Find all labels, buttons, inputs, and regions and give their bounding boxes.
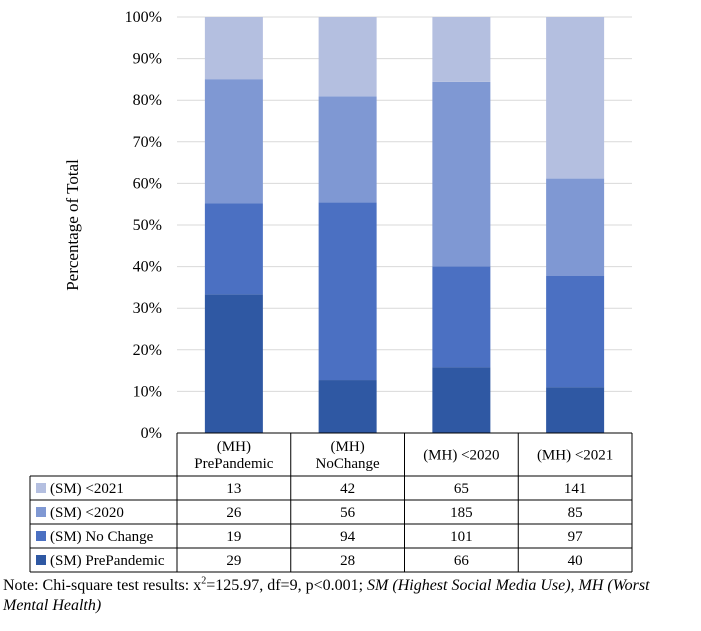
- table-value: 97: [568, 529, 584, 545]
- category-label: (MH): [331, 439, 365, 455]
- bar-segment: [432, 367, 491, 433]
- table-value: 185: [450, 505, 473, 521]
- y-tick-label: 40%: [133, 259, 162, 276]
- table-value: 19: [226, 529, 241, 545]
- y-tick-label: 0%: [141, 425, 162, 442]
- chart-note: Note: Chi-square test results: x2=125.97…: [3, 576, 698, 616]
- category-label: NoChange: [316, 456, 380, 472]
- table-value: 56: [340, 505, 356, 521]
- legend-swatch: [36, 555, 46, 565]
- legend-swatch: [36, 531, 46, 541]
- bar-segment: [204, 79, 263, 204]
- legend-label: (SM) <2021: [50, 481, 124, 497]
- table-value: 101: [450, 529, 473, 545]
- note-prefix: Note: Chi-square test results: x: [3, 577, 202, 594]
- table-value: 66: [454, 553, 470, 569]
- bar-segment: [204, 294, 263, 433]
- legend-label: (SM) PrePandemic: [50, 553, 165, 569]
- table-value: 94: [340, 529, 356, 545]
- bar-segment: [318, 17, 377, 97]
- legend-swatch: [36, 483, 46, 493]
- bar-segment: [204, 17, 263, 80]
- bar-segment: [432, 81, 491, 267]
- y-tick-label: 30%: [133, 300, 162, 317]
- table-value: 42: [340, 481, 355, 497]
- note-abbreviations: SM (Highest Social Media Use), MH (Worst…: [3, 577, 650, 614]
- legend-swatch: [36, 507, 46, 517]
- bar-segment: [204, 203, 263, 295]
- note-stats: =125.97, df=9, p<0.001;: [206, 577, 368, 594]
- table-value: 13: [226, 481, 241, 497]
- bar-segment: [432, 17, 491, 82]
- y-tick-label: 60%: [133, 175, 162, 192]
- y-tick-label: 100%: [125, 9, 162, 26]
- table-value: 40: [568, 553, 583, 569]
- stacked-bar-chart: 0% 10% 20% 30% 40% 50% 60% 70% 80% 90% 100% Percent…: [29, 9, 633, 573]
- bar-segment: [318, 202, 377, 381]
- legend-label: (SM) No Change: [50, 529, 154, 545]
- y-tick-label: 80%: [133, 92, 162, 109]
- y-tick-label: 70%: [133, 134, 162, 151]
- y-axis-label: Percentage of Total: [63, 159, 82, 291]
- bar-segment: [546, 275, 605, 388]
- table-value: 28: [340, 553, 355, 569]
- y-tick-label: 90%: [133, 51, 162, 68]
- table-value: 141: [564, 481, 587, 497]
- y-tick-label: 50%: [133, 217, 162, 234]
- bar-segment: [432, 266, 491, 368]
- table-value: 26: [226, 505, 242, 521]
- note-superscript: 2: [201, 575, 207, 587]
- category-label: (MH): [217, 439, 251, 455]
- y-tick-label: 10%: [133, 383, 162, 400]
- category-label: (MH) <2020: [423, 448, 499, 464]
- bar-segment: [318, 96, 377, 203]
- legend-label: (SM) <2020: [50, 505, 124, 521]
- bar-segment: [318, 380, 377, 433]
- table-value: 65: [454, 481, 469, 497]
- bar-segment: [546, 178, 605, 276]
- category-label: (MH) <2021: [537, 448, 613, 464]
- category-label: PrePandemic: [194, 456, 273, 472]
- bar-segment: [546, 387, 605, 433]
- bar-segment: [546, 17, 605, 179]
- y-tick-label: 20%: [133, 342, 162, 359]
- table-value: 29: [226, 553, 241, 569]
- table-value: 85: [568, 505, 583, 521]
